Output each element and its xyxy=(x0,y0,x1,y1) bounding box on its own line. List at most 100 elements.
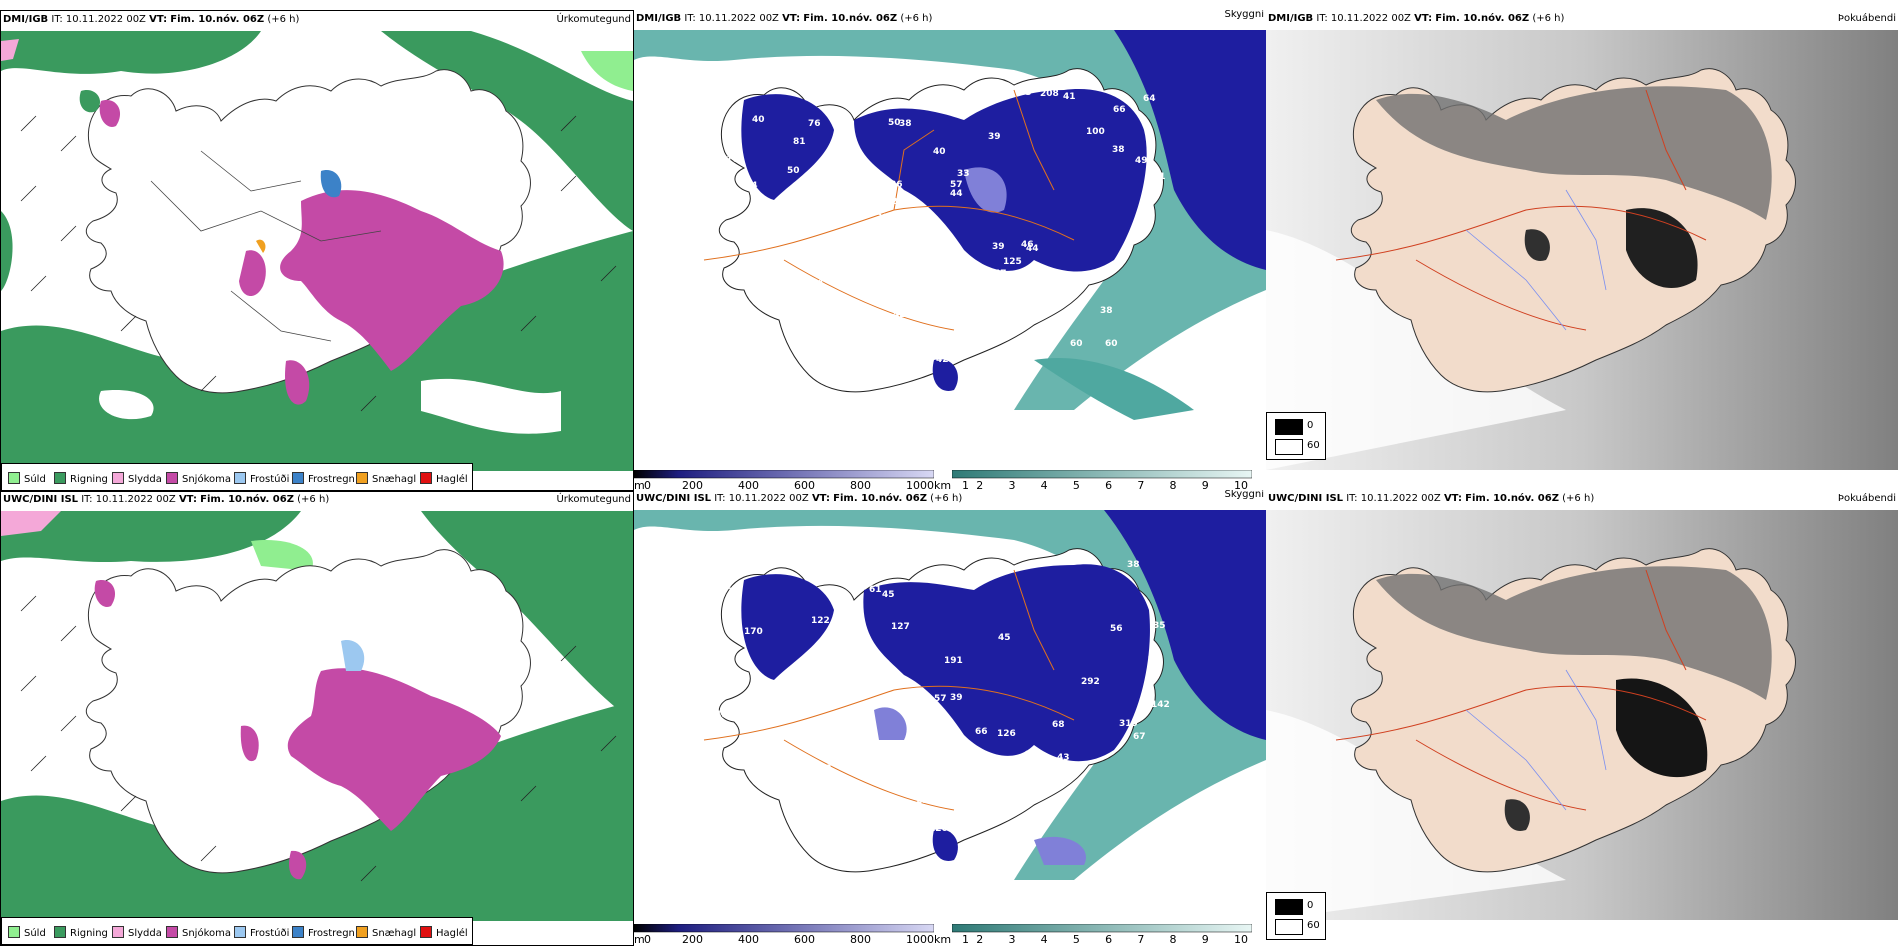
panel-title: Skyggni xyxy=(1224,10,1264,20)
visibility-value: 47 xyxy=(994,269,1007,279)
visibility-value: 191 xyxy=(944,656,963,666)
visibility-value: 42 xyxy=(885,197,898,207)
visibility-value: 44 xyxy=(993,774,1006,784)
colorbar-tick: 2 xyxy=(976,479,984,491)
visibility-value: 54 xyxy=(797,313,810,323)
visibility-value: 48 xyxy=(841,761,854,771)
colorbar-tick: 6 xyxy=(1105,479,1113,491)
visibility-value: 53 xyxy=(819,764,832,774)
visibility-value: 100 xyxy=(1086,127,1105,137)
colorbar-tick: 5 xyxy=(1072,933,1080,945)
visibility-value: 64 xyxy=(811,278,824,288)
colorbar-tick: 1 xyxy=(962,479,969,491)
visibility-value: 45 xyxy=(998,633,1011,643)
colorbar-tick: 8 xyxy=(1169,479,1177,491)
visibility-panel-uwc: UWC/DINI ISL IT: 10.11.2022 00Z VT: Fim.… xyxy=(634,490,1266,944)
visibility-value: 223 xyxy=(812,825,831,835)
visibility-value: 57 xyxy=(909,763,922,773)
visibility-value: 142 xyxy=(1151,700,1170,710)
colorbar-tick: 1 xyxy=(962,933,969,945)
visibility-value: 75 xyxy=(729,835,742,845)
visibility-value: 46 xyxy=(731,345,744,355)
visibility-value: 42 xyxy=(893,310,906,320)
fog-index-panel-dmi: DMI/IGB IT: 10.11.2022 00Z VT: Fim. 10.n… xyxy=(1266,10,1898,490)
visibility-value: 125 xyxy=(1003,257,1022,267)
precip-type-legend: Súld Rigning Slydda Snjókoma Frostúði Fr… xyxy=(1,917,473,945)
colorbar-tick: 400 xyxy=(738,933,759,945)
visibility-value: 60 xyxy=(1105,339,1118,349)
colorbar-tick: 10 xyxy=(1234,933,1248,945)
visibility-value: 51 xyxy=(1153,172,1166,182)
colorbar-tick: 9 xyxy=(1201,479,1209,491)
model-label: DMI/IGB xyxy=(3,14,49,25)
panel-header: DMI/IGB IT: 10.11.2022 00Z VT: Fim. 10.n… xyxy=(634,10,1266,28)
panel-header: DMI/IGB IT: 10.11.2022 00Z VT: Fim. 10.n… xyxy=(1,11,633,29)
visibility-panel-dmi: DMI/IGB IT: 10.11.2022 00Z VT: Fim. 10.n… xyxy=(634,10,1266,490)
panel-title: Úrkomutegund xyxy=(556,494,631,505)
legend-item: Súld xyxy=(8,472,46,486)
fog-legend: 0 60 xyxy=(1266,892,1326,940)
visibility-value: 57 xyxy=(950,180,963,190)
colorbar-tick: 600 xyxy=(794,479,815,491)
colorbar-tick: 4 xyxy=(1040,933,1048,945)
visibility-value: 66 xyxy=(975,727,988,737)
colorbar-tick: 600 xyxy=(794,933,815,945)
legend-item: Rigning xyxy=(54,926,108,940)
panel-title: Þokuábendi xyxy=(1837,13,1896,24)
visibility-value: 38 xyxy=(1112,145,1125,155)
visibility-value: 55 xyxy=(856,662,869,672)
visibility-value: 44 xyxy=(799,567,812,577)
visibility-value: 127 xyxy=(891,622,910,632)
init-time: 10.11.2022 00Z xyxy=(65,14,146,25)
visibility-value: 40 xyxy=(933,147,946,157)
visibility-value: 138 xyxy=(814,699,833,709)
fog-map xyxy=(1266,30,1898,470)
visibility-value: 42 xyxy=(936,355,949,365)
precip-map xyxy=(1,511,633,921)
colorbar-tick: 4 xyxy=(1040,479,1048,491)
visibility-value: 38 xyxy=(1127,560,1140,570)
visibility-value: 44 xyxy=(1026,244,1039,254)
colorbar-tick: 800 xyxy=(850,479,871,491)
visibility-value: 39 xyxy=(950,693,963,703)
legend-item: Haglél xyxy=(420,926,468,940)
lead-time: (+6 h) xyxy=(267,14,300,25)
colorbar-tick: 2 xyxy=(976,933,984,945)
precip-map xyxy=(1,31,633,471)
colorbar-tick: 1000 xyxy=(906,479,934,491)
colorbar-tick: 7 xyxy=(1137,479,1145,491)
visibility-value: 292 xyxy=(1081,677,1100,687)
colorbar-tick: 800 xyxy=(850,933,871,945)
visibility-value: 36 xyxy=(890,180,903,190)
visibility-value: 291 xyxy=(793,297,812,307)
legend-item: Slydda xyxy=(112,926,162,940)
panel-title: Úrkomutegund xyxy=(556,14,631,25)
visibility-value: 120 xyxy=(929,824,948,834)
legend-item: Snjókoma xyxy=(166,472,231,486)
colorbar-tick: 200 xyxy=(682,479,703,491)
visibility-value: 208 xyxy=(1040,89,1059,99)
visibility-value: 33 xyxy=(957,169,970,179)
precip-type-panel-dmi: DMI/IGB IT: 10.11.2022 00Z VT: Fim. 10.n… xyxy=(0,10,634,492)
panel-title: Þokuábendi xyxy=(1837,493,1896,504)
colorbar-tick: 0 xyxy=(644,479,651,491)
visibility-value: 43 xyxy=(1057,753,1070,763)
visibility-value: 35 xyxy=(909,64,922,74)
fog-map xyxy=(1266,510,1898,920)
fog-legend: 0 60 xyxy=(1266,412,1326,460)
m-unit: m xyxy=(634,479,645,491)
visibility-value: 126 xyxy=(997,729,1016,739)
panel-header: UWC/DINI ISL IT: 10.11.2022 00Z VT: Fim.… xyxy=(1,491,633,509)
visibility-value: 51 xyxy=(893,828,906,838)
panel-header: UWC/DINI ISL IT: 10.11.2022 00Z VT: Fim.… xyxy=(634,490,1266,508)
visibility-km-colorbar: km 1 2 3 4 5 6 7 8 9 10 xyxy=(934,924,1252,944)
visibility-value: 107 xyxy=(727,545,746,555)
panel-title: Skyggni xyxy=(1224,490,1264,500)
colorbar-tick: 5 xyxy=(1072,479,1080,491)
visibility-value: 41 xyxy=(715,710,728,720)
colorbar-tick: 3 xyxy=(1008,933,1016,945)
visibility-value: 224 xyxy=(983,309,1002,319)
colorbar-tick: 1000 xyxy=(906,933,934,945)
colorbar-tick: 6 xyxy=(1105,933,1113,945)
colorbar-tick: 3 xyxy=(1008,479,1016,491)
